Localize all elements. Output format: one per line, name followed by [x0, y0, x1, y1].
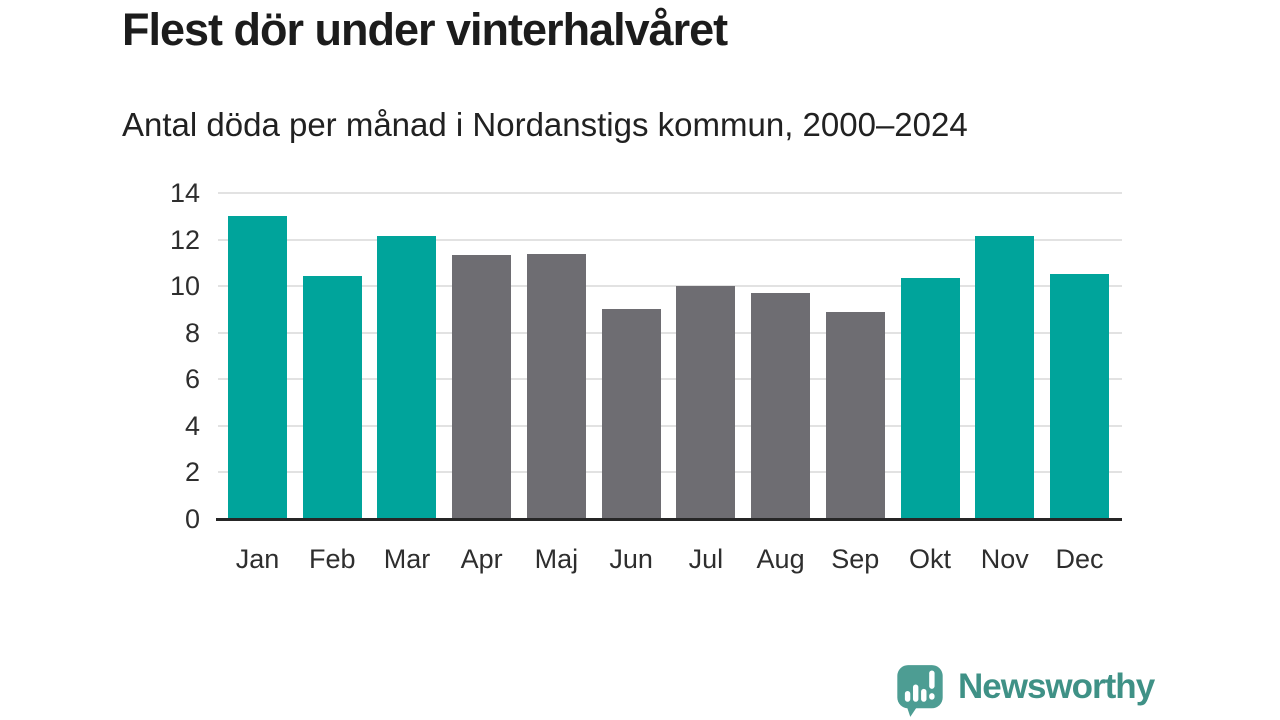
x-tick-label-nov: Nov: [980, 544, 1029, 574]
bar-apr: [452, 255, 512, 519]
x-tick-label-sep: Sep: [831, 544, 880, 574]
x-tick-label-jan: Jan: [235, 544, 280, 574]
bar-maj: [526, 254, 586, 519]
x-tick-label-feb: Feb: [308, 544, 356, 574]
gridline-10: [218, 285, 1122, 288]
bar-aug: [751, 293, 811, 519]
y-tick-label-8: 8: [184, 317, 200, 348]
y-tick-label-0: 0: [184, 504, 200, 534]
bar-jul: [676, 286, 736, 519]
newsworthy-wordmark: Newsworthy: [958, 667, 1155, 706]
gridline-14: [218, 192, 1122, 194]
gridline-12: [218, 238, 1122, 241]
gridline-2: [218, 471, 1122, 474]
x-tick-label-aug: Aug: [756, 544, 805, 574]
bar-mar: [377, 236, 437, 519]
gridline-8: [218, 331, 1122, 334]
y-tick-label-4: 4: [184, 410, 200, 441]
x-tick-label-jul: Jul: [688, 544, 724, 574]
x-tick-label-okt: Okt: [909, 544, 952, 574]
bar-feb: [302, 276, 362, 519]
bar-sep: [825, 312, 885, 519]
plot-area: [216, 186, 1122, 521]
x-tick-label-apr: Apr: [460, 544, 503, 574]
newsworthy-logo: Newsworthy: [896, 664, 1155, 718]
x-tick-label-maj: Maj: [534, 544, 579, 574]
x-tick-label-mar: Mar: [383, 544, 431, 574]
bar-dec: [1049, 274, 1109, 519]
y-tick-label-14: 14: [169, 178, 200, 208]
x-tick-label-jun: Jun: [609, 544, 653, 574]
y-tick-label-12: 12: [169, 224, 200, 255]
gridline-4: [218, 424, 1122, 427]
gridline-6: [218, 378, 1122, 381]
bar-okt: [900, 278, 960, 519]
bar-jun: [601, 309, 661, 519]
bar-nov: [975, 236, 1035, 519]
y-tick-label-2: 2: [184, 457, 200, 488]
y-tick-label-6: 6: [184, 364, 200, 395]
bar-jan: [228, 216, 287, 519]
chart-title: Flest dör under vinterhalvåret: [122, 4, 728, 55]
chart-subtitle: Antal döda per månad i Nordanstigs kommu…: [122, 106, 968, 143]
y-tick-label-10: 10: [169, 271, 200, 302]
newsworthy-chart-bubble-icon: [897, 665, 943, 717]
x-axis-line: [216, 518, 1122, 521]
x-tick-label-dec: Dec: [1055, 544, 1104, 574]
